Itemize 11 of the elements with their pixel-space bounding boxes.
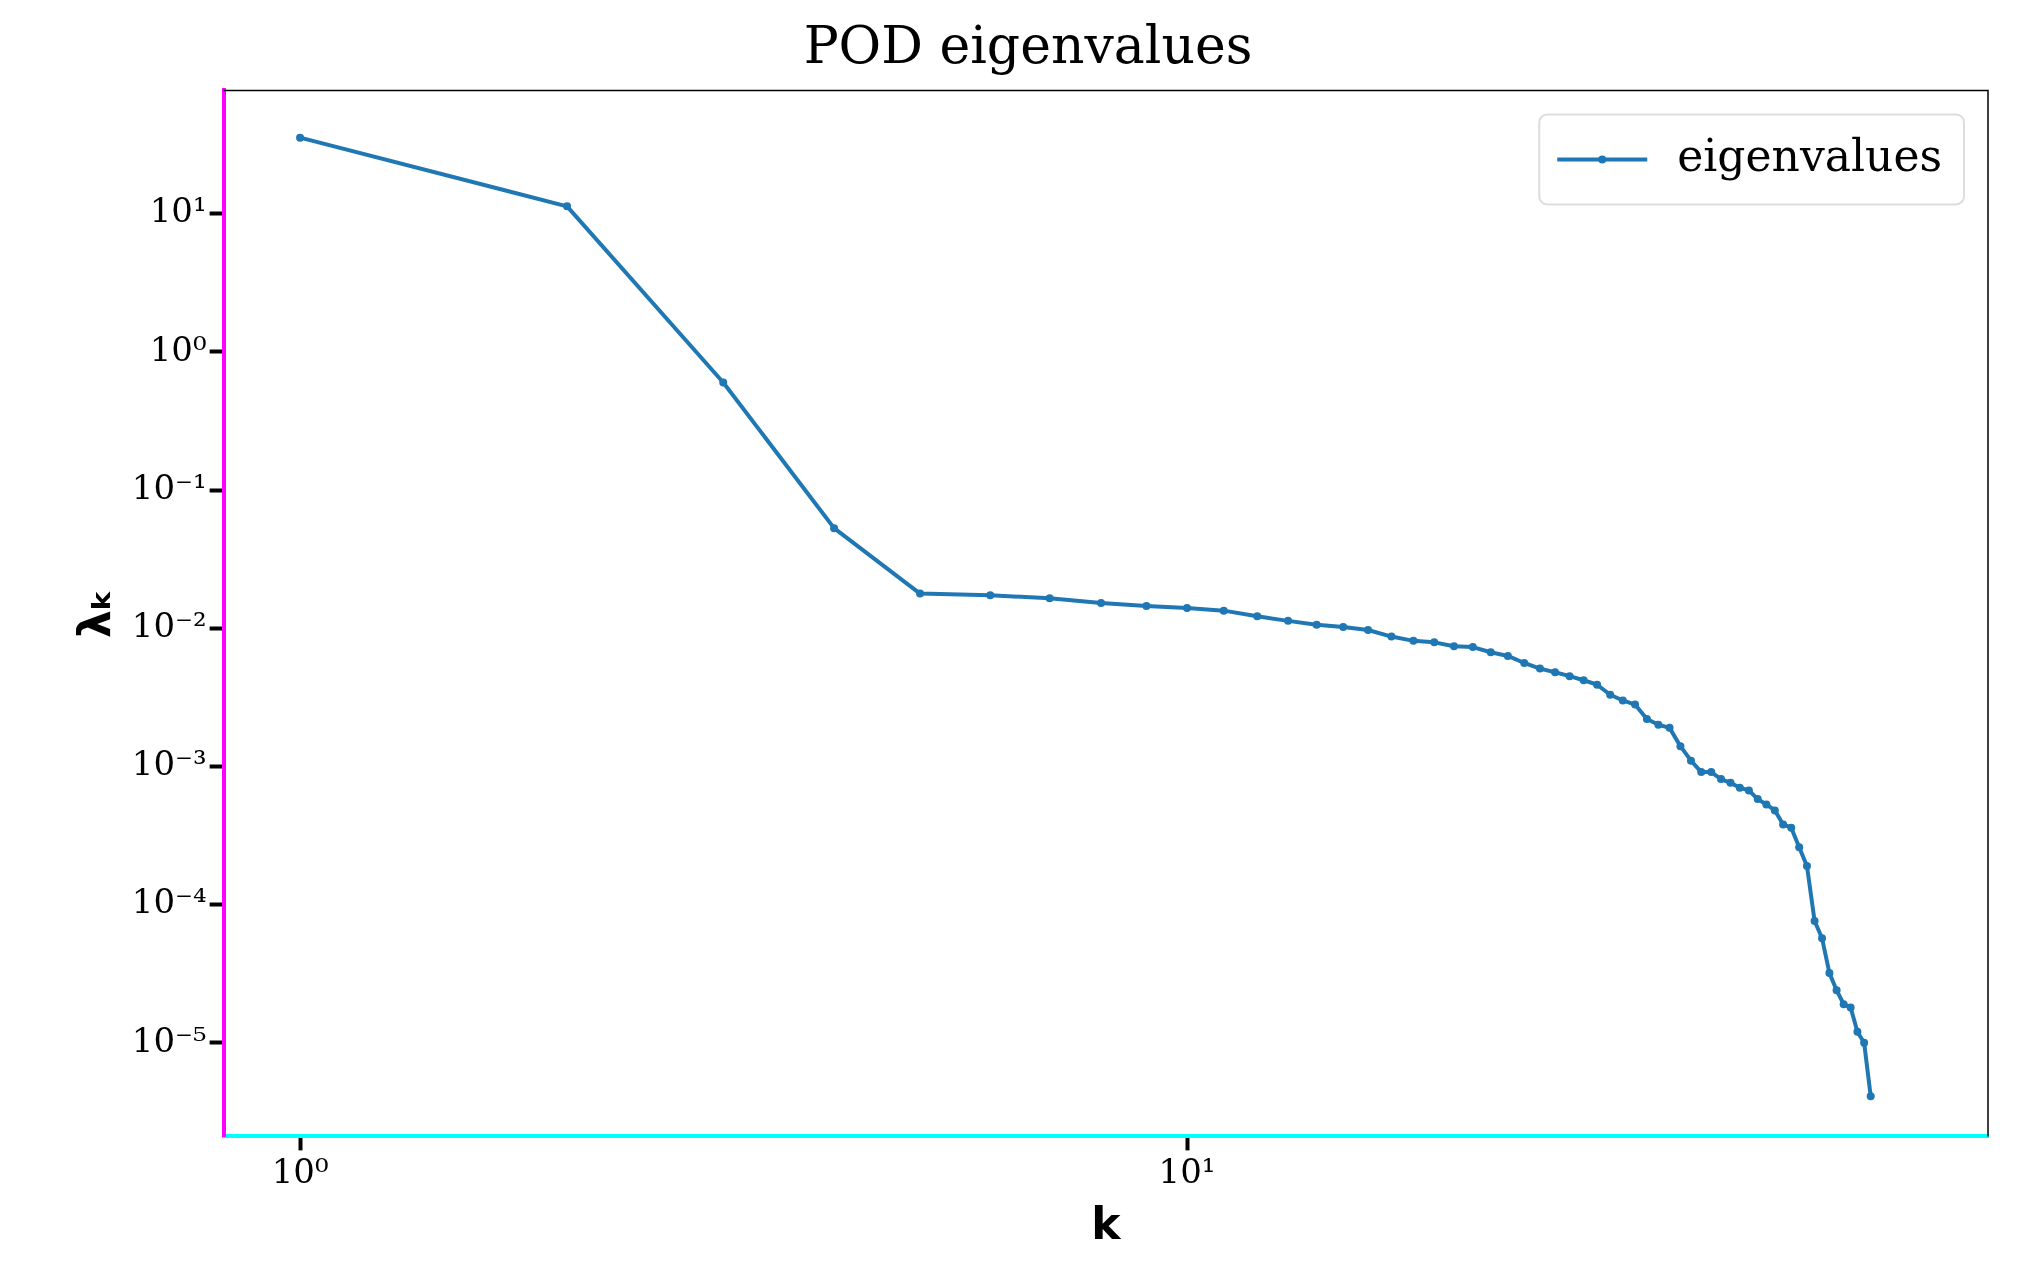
x-axis-title: k	[1091, 1198, 1123, 1250]
y-tick-label: 10⁰	[149, 328, 207, 369]
y-tick-label: 10⁻¹	[131, 466, 207, 507]
y-tick-label: 10⁻³	[131, 743, 207, 784]
legend-label: eigenvalues	[1677, 129, 1943, 181]
y-tick-label: 10⁻⁵	[131, 1019, 207, 1060]
chart-title: POD eigenvalues	[803, 14, 1253, 75]
y-tick-label: 10¹	[149, 190, 207, 231]
y-axis-title: λₖ	[68, 588, 120, 639]
y-tick-label: 10⁻²	[131, 605, 207, 646]
y-tick-label: 10⁻⁴	[131, 881, 207, 922]
